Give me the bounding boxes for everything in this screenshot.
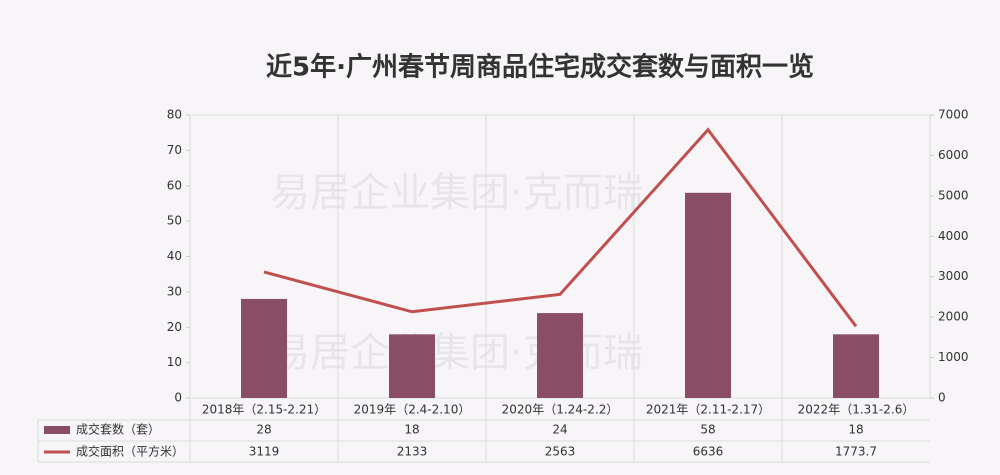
watermark: 易居企业集团·克而瑞 xyxy=(270,330,643,376)
legend-label: 成交面积（平方米） xyxy=(76,444,184,459)
y-tick-label: 50 xyxy=(167,214,182,228)
x-tick-label: 2018年（2.15-2.21） xyxy=(202,403,326,417)
y-tick-label: 70 xyxy=(167,143,182,157)
y-tick-label: 0 xyxy=(174,391,182,405)
y2-tick-label: 6000 xyxy=(938,148,969,162)
y-tick-label: 20 xyxy=(167,320,182,334)
y2-tick-label: 1000 xyxy=(938,350,969,364)
y2-tick-label: 7000 xyxy=(938,108,969,122)
y-tick-label: 60 xyxy=(167,178,182,192)
y2-tick-label: 5000 xyxy=(938,188,969,202)
y-tick-label: 10 xyxy=(167,355,182,369)
y2-tick-label: 3000 xyxy=(938,269,969,283)
table-value: 6636 xyxy=(693,445,724,459)
y2-tick-label: 2000 xyxy=(938,310,969,324)
table-value: 2563 xyxy=(545,445,576,459)
bar xyxy=(685,192,731,398)
bar xyxy=(241,298,287,398)
x-tick-label: 2019年（2.4-2.10） xyxy=(354,403,471,417)
y-tick-label: 30 xyxy=(167,284,182,298)
table-value: 1773.7 xyxy=(835,445,877,459)
line xyxy=(263,127,858,328)
legend-swatch xyxy=(44,426,70,434)
x-tick-label: 2021年（2.11-2.17） xyxy=(646,403,770,417)
bar xyxy=(833,334,879,398)
table-value: 28 xyxy=(256,423,271,437)
bar xyxy=(389,334,435,398)
bar xyxy=(537,313,583,398)
y2-tick-label: 4000 xyxy=(938,229,969,243)
y-tick-label: 80 xyxy=(167,108,182,122)
table-value: 3119 xyxy=(249,445,280,459)
x-tick-label: 2020年（1.24-2.2） xyxy=(502,403,619,417)
x-tick-label: 2022年（1.31-2.6） xyxy=(798,403,915,417)
y-tick-label: 40 xyxy=(167,249,182,263)
table-value: 18 xyxy=(404,423,419,437)
legend-label: 成交套数（套） xyxy=(76,422,160,437)
table-value: 58 xyxy=(700,423,715,437)
y2-tick-label: 0 xyxy=(938,391,946,405)
watermark: 易居企业集团·克而瑞 xyxy=(270,170,643,216)
table-value: 24 xyxy=(552,423,567,437)
table-value: 2133 xyxy=(397,445,428,459)
table-value: 18 xyxy=(848,423,863,437)
chart-title: 近5年·广州春节周商品住宅成交套数与面积一览 xyxy=(266,52,814,83)
